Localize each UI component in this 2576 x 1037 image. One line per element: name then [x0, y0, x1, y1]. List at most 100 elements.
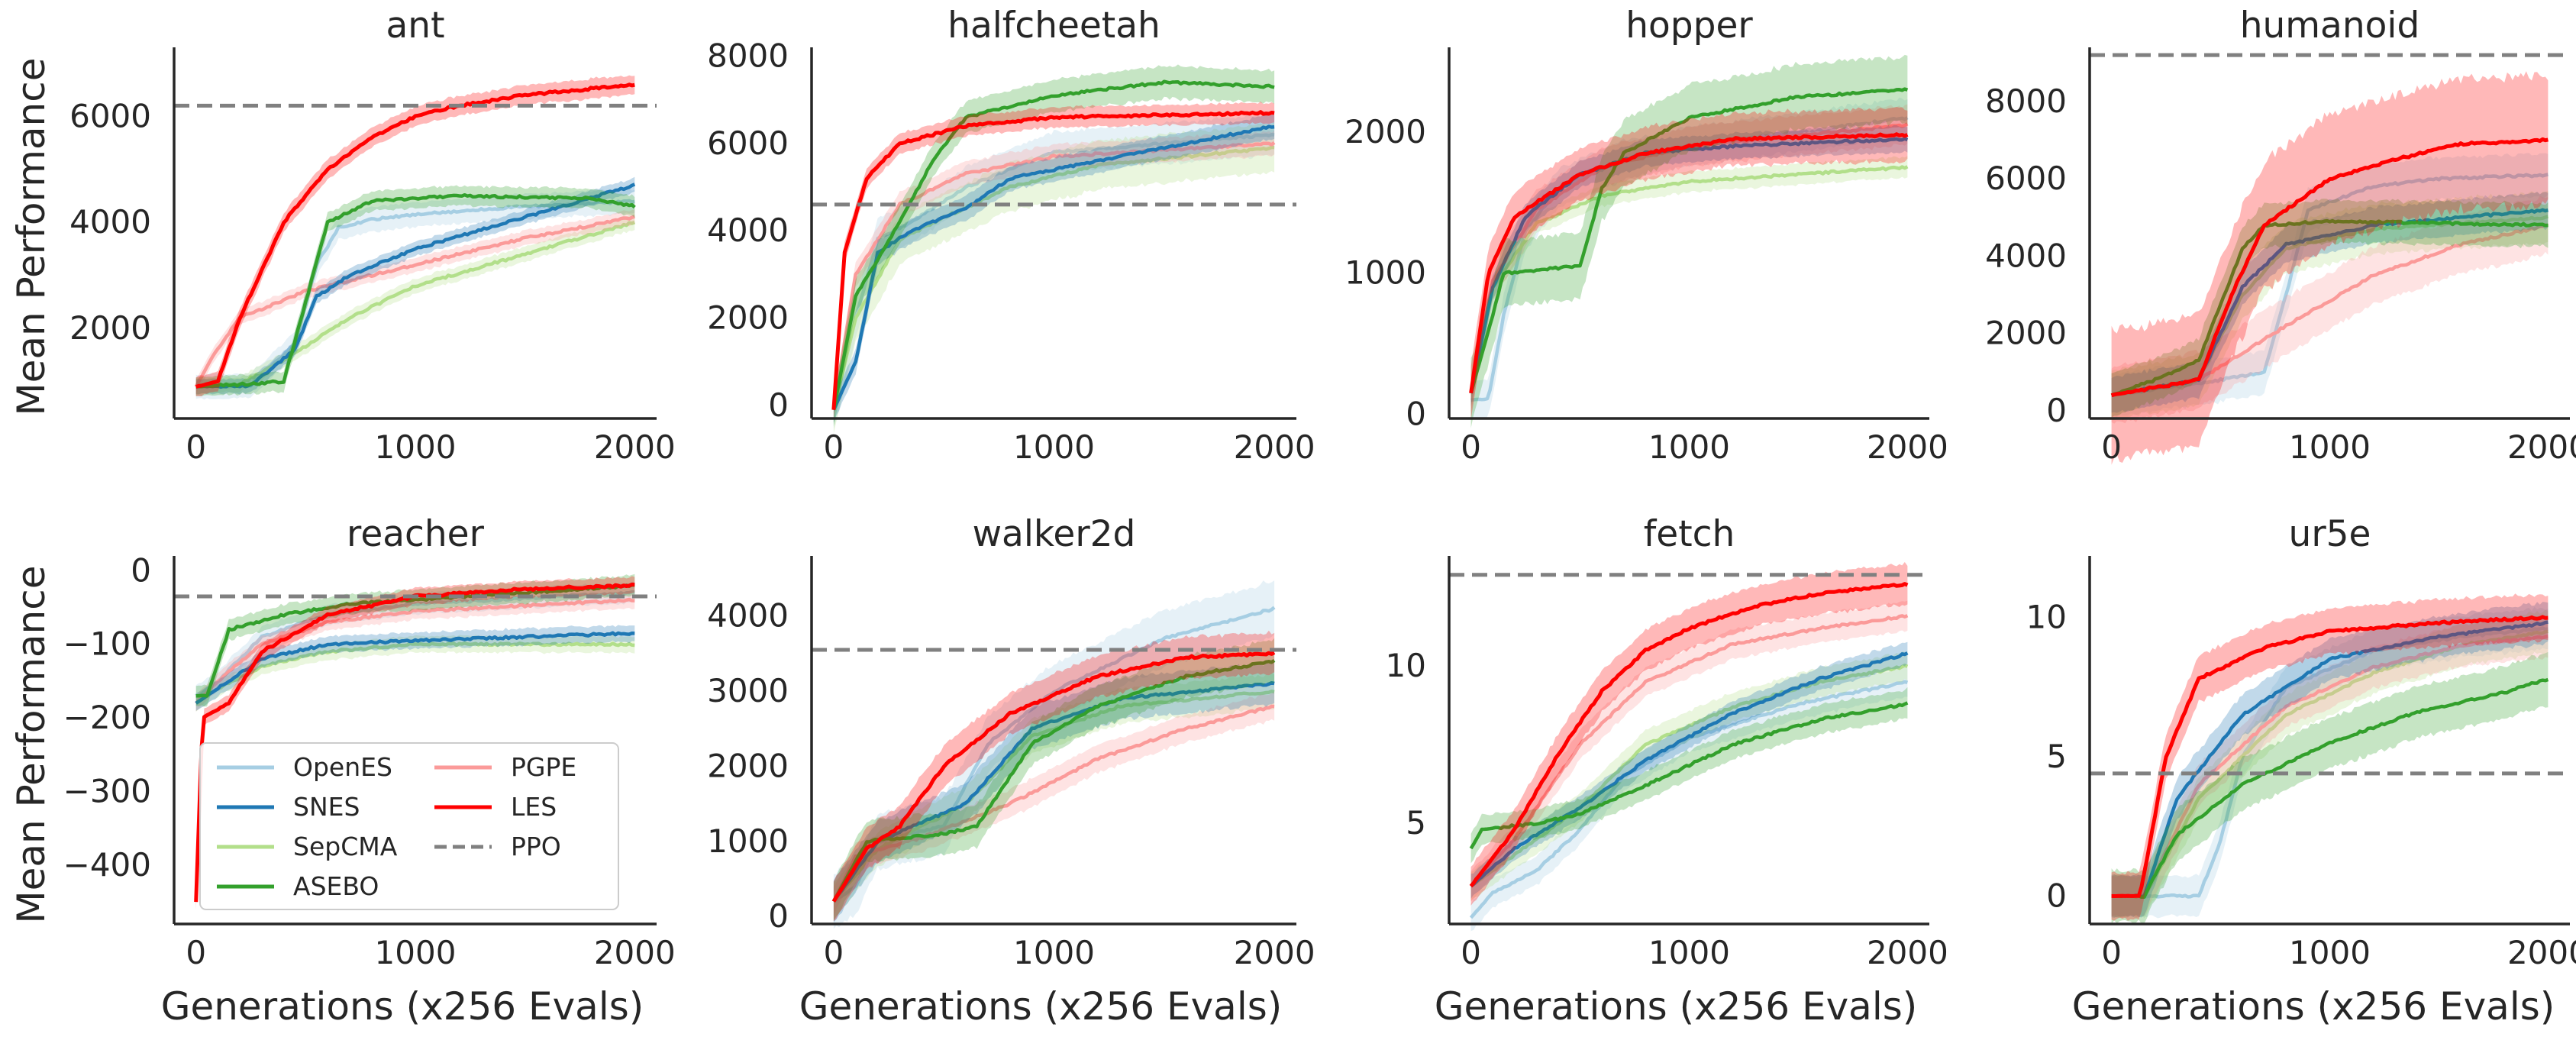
x-tick-label: 1000 — [2289, 428, 2371, 466]
y-tick-label: −200 — [63, 699, 151, 736]
line-openes — [2111, 626, 2549, 899]
x-tick-label: 2000 — [1234, 934, 1315, 971]
line-asebo — [195, 583, 635, 698]
line-asebo — [2110, 218, 2549, 397]
y-tick-label: 0 — [2046, 877, 2067, 914]
y-tick-label: 2000 — [69, 309, 151, 347]
y-tick-label: 6000 — [707, 124, 789, 162]
y-tick-label: −300 — [63, 772, 151, 809]
legend-label: OpenES — [293, 752, 392, 782]
x-tick-label: 0 — [2101, 934, 2122, 971]
x-tick-label: 1000 — [2289, 934, 2371, 971]
panel-humanoid: humanoid 0 1000 2000 0 2000 4000 6000 8000 — [1985, 5, 2576, 466]
y-tick-label: 8000 — [1985, 82, 2067, 120]
legend-label: SepCMA — [293, 832, 398, 861]
legend-item-les: LES — [434, 792, 557, 822]
panel-hopper: hopper 0 1000 2000 0 1000 2000 — [1344, 5, 1948, 466]
legend-label: LES — [511, 792, 557, 822]
line-sepcma — [195, 641, 635, 705]
line-asebo — [831, 659, 1276, 903]
x-tick-label: 0 — [1461, 934, 1481, 971]
panel-halfcheetah: halfcheetah 0 1000 2000 0 2000 4000 6000 8000 — [707, 5, 1315, 466]
band-snes — [195, 625, 635, 711]
x-tick-label: 2000 — [594, 934, 676, 971]
y-tick-label: −100 — [63, 625, 151, 663]
line-pgpe — [831, 704, 1275, 903]
line-snes — [1470, 651, 1909, 888]
y-tick-label: 6000 — [69, 97, 151, 134]
legend-item-asebo: ASEBO — [217, 871, 379, 901]
y-tick-label: 0 — [768, 897, 789, 935]
panel-title: hopper — [1625, 5, 1753, 47]
legend-item-snes: SNES — [217, 792, 360, 822]
band-les — [2111, 593, 2549, 921]
band-asebo — [2111, 651, 2549, 924]
line-asebo — [1469, 87, 1909, 394]
y-tick-label: 4000 — [707, 597, 789, 635]
line-snes — [195, 183, 636, 389]
panel-walker2d: walker2d 0 1000 2000 0 1000 2000 3000 4000 — [707, 513, 1315, 971]
band-asebo — [833, 64, 1275, 427]
x-tick-label: 2000 — [594, 428, 676, 466]
legend-label: PGPE — [511, 752, 576, 782]
x-tick-label: 0 — [186, 428, 206, 466]
panel-fetch: fetch 0 1000 2000 5 10 — [1386, 513, 1948, 971]
y-tick-label: 2000 — [1985, 315, 2067, 352]
band-asebo — [195, 573, 635, 707]
legend-label: SNES — [293, 792, 360, 822]
line-snes — [831, 124, 1275, 411]
line-asebo — [195, 192, 636, 389]
band-sepcma — [1470, 651, 1908, 901]
x-tick-label: 0 — [2101, 428, 2122, 466]
line-les — [1469, 582, 1909, 888]
y-tick-label: 4000 — [707, 212, 789, 249]
y-tick-label: 2000 — [707, 747, 789, 784]
panel-title: walker2d — [973, 513, 1136, 555]
panel-title: reacher — [347, 513, 485, 555]
band-asebo — [833, 638, 1275, 922]
x-tick-label: 1000 — [1648, 428, 1730, 466]
x-tick-label: 2000 — [1867, 934, 1948, 971]
band-asebo — [1470, 686, 1908, 864]
y-tick-label: 0 — [131, 551, 151, 589]
band-sepcma — [833, 122, 1275, 434]
legend-frame — [199, 742, 619, 910]
y-tick-label: 3000 — [707, 672, 789, 709]
line-les — [2110, 137, 2549, 398]
line-pgpe — [195, 597, 635, 705]
x-axis-label-col3: Generations (x256 Evals) — [1435, 984, 1918, 1029]
x-axis-label-col4: Generations (x256 Evals) — [2072, 984, 2555, 1029]
panel-title: ant — [386, 5, 444, 47]
band-snes — [1470, 125, 1908, 407]
line-les — [831, 651, 1276, 903]
line-openes — [2111, 173, 2549, 397]
line-snes — [832, 680, 1275, 903]
band-sepcma — [195, 635, 635, 712]
line-openes — [1469, 680, 1909, 919]
x-tick-label: 1000 — [375, 428, 457, 466]
y-tick-label: 2000 — [707, 299, 789, 336]
line-pgpe — [831, 141, 1276, 411]
x-tick-label: 0 — [823, 428, 844, 466]
y-tick-label: 0 — [768, 386, 789, 424]
band-openes — [833, 580, 1275, 929]
legend-item-pgpe: PGPE — [434, 752, 576, 782]
band-pgpe — [2111, 615, 2549, 919]
line-pgpe — [194, 215, 635, 388]
panel-reacher: reacher 0 1000 2000 −400 −300 −200 −100 0 — [63, 513, 676, 971]
line-snes — [2111, 620, 2549, 899]
x-tick-label: 2000 — [1234, 428, 1315, 466]
line-pgpe — [2111, 635, 2549, 899]
band-pgpe — [833, 692, 1275, 916]
line-pgpe — [1469, 614, 1909, 888]
legend-item-sepcma: SepCMA — [217, 832, 398, 861]
band-asebo — [2111, 198, 2549, 418]
x-tick-label: 0 — [823, 934, 844, 971]
x-axis-label-col2: Generations (x256 Evals) — [799, 984, 1283, 1029]
y-tick-label: 2000 — [1344, 113, 1426, 150]
line-les — [831, 110, 1275, 410]
y-axis-label-row2: Mean Performance — [9, 566, 53, 924]
panel-ant: ant 0 1000 2000 2000 4000 6000 — [69, 5, 676, 466]
